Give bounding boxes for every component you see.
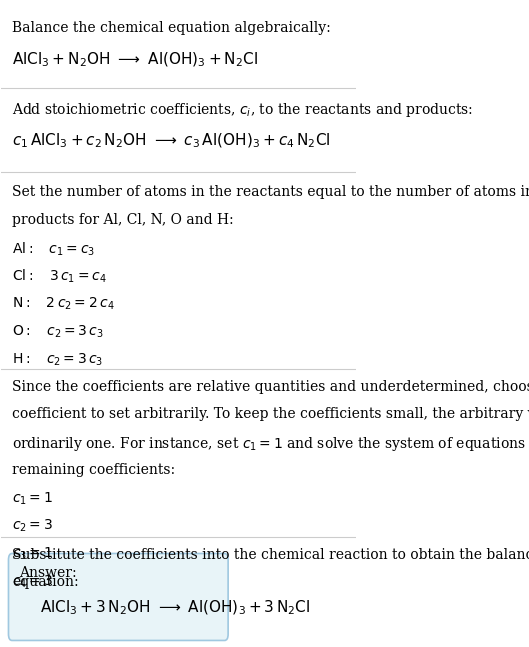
Text: $c_1 = 1$: $c_1 = 1$ [12, 490, 53, 507]
Text: ordinarily one. For instance, set $c_1 = 1$ and solve the system of equations fo: ordinarily one. For instance, set $c_1 =… [12, 435, 529, 453]
Text: products for Al, Cl, N, O and H:: products for Al, Cl, N, O and H: [12, 213, 234, 226]
Text: Since the coefficients are relative quantities and underdetermined, choose a: Since the coefficients are relative quan… [12, 380, 529, 393]
Text: $\mathrm{H:} \quad c_2 = 3\,c_3$: $\mathrm{H:} \quad c_2 = 3\,c_3$ [12, 351, 103, 367]
Text: Set the number of atoms in the reactants equal to the number of atoms in the: Set the number of atoms in the reactants… [12, 185, 529, 199]
Text: Substitute the coefficients into the chemical reaction to obtain the balanced: Substitute the coefficients into the che… [12, 548, 529, 562]
Text: Answer:: Answer: [19, 566, 77, 580]
Text: $\mathrm{AlCl_3 + 3\,N_2OH \ \longrightarrow \ Al(OH)_3 + 3\,N_2Cl}$: $\mathrm{AlCl_3 + 3\,N_2OH \ \longrighta… [40, 599, 311, 617]
Text: $\mathrm{Cl:} \quad 3\,c_1 = c_4$: $\mathrm{Cl:} \quad 3\,c_1 = c_4$ [12, 268, 107, 285]
Text: Balance the chemical equation algebraically:: Balance the chemical equation algebraica… [12, 21, 331, 35]
Text: $\mathrm{N:} \quad 2\,c_2 = 2\,c_4$: $\mathrm{N:} \quad 2\,c_2 = 2\,c_4$ [12, 296, 115, 313]
Text: $c_2 = 3$: $c_2 = 3$ [12, 518, 53, 534]
Text: $c_3 = 1$: $c_3 = 1$ [12, 546, 53, 562]
Text: coefficient to set arbitrarily. To keep the coefficients small, the arbitrary va: coefficient to set arbitrarily. To keep … [12, 407, 529, 421]
Text: Add stoichiometric coefficients, $c_i$, to the reactants and products:: Add stoichiometric coefficients, $c_i$, … [12, 101, 473, 119]
Text: $\mathrm{Al:} \quad c_1 = c_3$: $\mathrm{Al:} \quad c_1 = c_3$ [12, 241, 95, 258]
Text: $\mathrm{O:} \quad c_2 = 3\,c_3$: $\mathrm{O:} \quad c_2 = 3\,c_3$ [12, 324, 104, 340]
Text: $c_4 = 3$: $c_4 = 3$ [12, 573, 53, 590]
Text: $c_1\,\mathrm{AlCl_3} + c_2\,\mathrm{N_2OH} \ \longrightarrow \ c_3\,\mathrm{Al(: $c_1\,\mathrm{AlCl_3} + c_2\,\mathrm{N_2… [12, 131, 331, 150]
FancyBboxPatch shape [8, 553, 228, 641]
Text: $\mathrm{AlCl_3 + N_2OH \ \longrightarrow \ Al(OH)_3 + N_2Cl}$: $\mathrm{AlCl_3 + N_2OH \ \longrightarro… [12, 51, 258, 69]
Text: equation:: equation: [12, 575, 79, 589]
Text: remaining coefficients:: remaining coefficients: [12, 463, 175, 477]
